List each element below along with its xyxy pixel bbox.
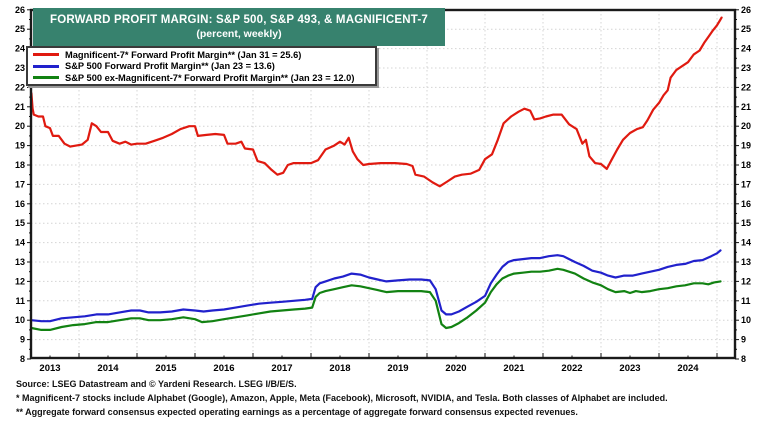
- svg-text:2018: 2018: [329, 363, 350, 374]
- series-line-1: [31, 249, 722, 323]
- svg-text:15: 15: [741, 218, 751, 228]
- series-line-2: [31, 267, 722, 331]
- svg-text:2024: 2024: [677, 363, 699, 374]
- svg-text:16: 16: [741, 199, 751, 209]
- svg-text:22: 22: [15, 82, 25, 92]
- svg-text:11: 11: [741, 296, 751, 306]
- svg-text:11: 11: [15, 296, 25, 306]
- svg-text:20: 20: [15, 121, 25, 131]
- svg-text:22: 22: [741, 82, 751, 92]
- svg-text:9: 9: [20, 335, 25, 345]
- footnote-aggregate: ** Aggregate forward consensus expected …: [16, 407, 578, 417]
- legend-item-magnificent7: Magnificent-7* Forward Profit Margin** (…: [33, 49, 371, 60]
- svg-text:23: 23: [15, 63, 25, 73]
- svg-text:13: 13: [741, 257, 751, 267]
- svg-text:19: 19: [741, 141, 751, 151]
- svg-text:15: 15: [15, 218, 25, 228]
- svg-text:10: 10: [15, 315, 25, 325]
- legend-item-sp500: S&P 500 Forward Profit Margin** (Jan 23 …: [33, 61, 371, 72]
- svg-text:8: 8: [20, 354, 25, 364]
- svg-text:20: 20: [741, 121, 751, 131]
- legend-label: Magnificent-7* Forward Profit Margin** (…: [65, 49, 302, 60]
- legend-label: S&P 500 ex-Magnificent-7* Forward Profit…: [65, 72, 355, 83]
- svg-text:19: 19: [15, 141, 25, 151]
- svg-text:9: 9: [741, 335, 746, 345]
- legend-item-sp500-ex-mag7: S&P 500 ex-Magnificent-7* Forward Profit…: [33, 72, 371, 83]
- svg-text:18: 18: [741, 160, 751, 170]
- svg-text:2016: 2016: [213, 363, 234, 374]
- svg-text:21: 21: [15, 102, 25, 112]
- svg-text:24: 24: [741, 44, 751, 54]
- svg-text:2022: 2022: [561, 363, 582, 374]
- svg-text:21: 21: [741, 102, 751, 112]
- svg-text:2014: 2014: [97, 363, 119, 374]
- legend-swatch-blue-line: [33, 64, 59, 68]
- legend-swatch-green-line: [33, 76, 59, 79]
- series-line-0: [31, 16, 723, 188]
- svg-text:25: 25: [741, 24, 751, 34]
- legend-label: S&P 500 Forward Profit Margin** (Jan 23 …: [65, 61, 275, 71]
- svg-text:17: 17: [15, 179, 25, 189]
- svg-text:26: 26: [15, 5, 25, 15]
- chart-title-banner: FORWARD PROFIT MARGIN: S&P 500, S&P 493,…: [33, 8, 445, 46]
- svg-text:12: 12: [15, 276, 25, 286]
- svg-text:2023: 2023: [619, 363, 640, 374]
- svg-text:8: 8: [741, 354, 746, 364]
- chart-subtitle: (percent, weekly): [196, 28, 282, 40]
- footnote-magnificent7: * Magnificent-7 stocks include Alphabet …: [16, 393, 668, 403]
- svg-text:12: 12: [741, 276, 751, 286]
- svg-text:2020: 2020: [445, 363, 466, 374]
- svg-text:2017: 2017: [271, 363, 292, 374]
- y-axis-labels: 8 8 9 9 10 10 11 11 12 12 13 13 14 14 15 15 16 16 17 17 18 18…: [15, 5, 751, 364]
- x-axis-labels: 2013 2014 2015 2016 2017 2018 2019 2020 2021 2022…: [39, 363, 699, 374]
- svg-text:26: 26: [741, 5, 751, 15]
- svg-text:2019: 2019: [387, 363, 408, 374]
- source-line: Source: LSEG Datastream and © Yardeni Re…: [16, 379, 297, 389]
- svg-text:2013: 2013: [39, 363, 60, 374]
- svg-text:14: 14: [741, 238, 751, 248]
- svg-text:2021: 2021: [503, 363, 525, 374]
- svg-text:24: 24: [15, 44, 25, 54]
- svg-text:17: 17: [741, 179, 751, 189]
- svg-text:13: 13: [15, 257, 25, 267]
- svg-text:10: 10: [741, 315, 751, 325]
- svg-text:14: 14: [15, 238, 25, 248]
- legend-box: Magnificent-7* Forward Profit Margin** (…: [26, 46, 377, 86]
- svg-text:2015: 2015: [155, 363, 177, 374]
- legend-swatch-red-line: [33, 53, 59, 56]
- svg-text:25: 25: [15, 24, 25, 34]
- svg-text:23: 23: [741, 63, 751, 73]
- chart-title: FORWARD PROFIT MARGIN: S&P 500, S&P 493,…: [50, 14, 428, 26]
- svg-text:16: 16: [15, 199, 25, 209]
- svg-text:18: 18: [15, 160, 25, 170]
